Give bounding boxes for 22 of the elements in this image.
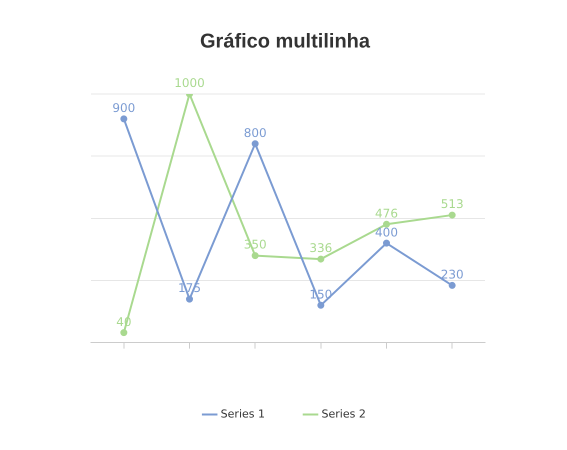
data-label: 230 [440, 268, 464, 282]
data-label: 513 [440, 197, 464, 212]
data-label: 800 [244, 126, 267, 140]
data-label: 900 [112, 100, 136, 115]
data-label: 1000 [174, 76, 205, 90]
point [383, 220, 390, 228]
point [317, 256, 324, 263]
point [186, 296, 193, 303]
point [120, 115, 128, 122]
point [383, 240, 390, 247]
legend-label: Series 2 [322, 407, 366, 420]
point [120, 329, 128, 336]
data-label: 476 [375, 206, 398, 220]
chart-title: Gráfico multilinha [200, 30, 371, 53]
point [448, 282, 456, 289]
legend-label: Series 1 [220, 407, 266, 420]
point [448, 212, 456, 219]
data-label: 400 [375, 225, 398, 240]
point [252, 140, 259, 148]
point [317, 302, 324, 309]
point [252, 252, 259, 260]
data-label: 336 [309, 241, 332, 256]
